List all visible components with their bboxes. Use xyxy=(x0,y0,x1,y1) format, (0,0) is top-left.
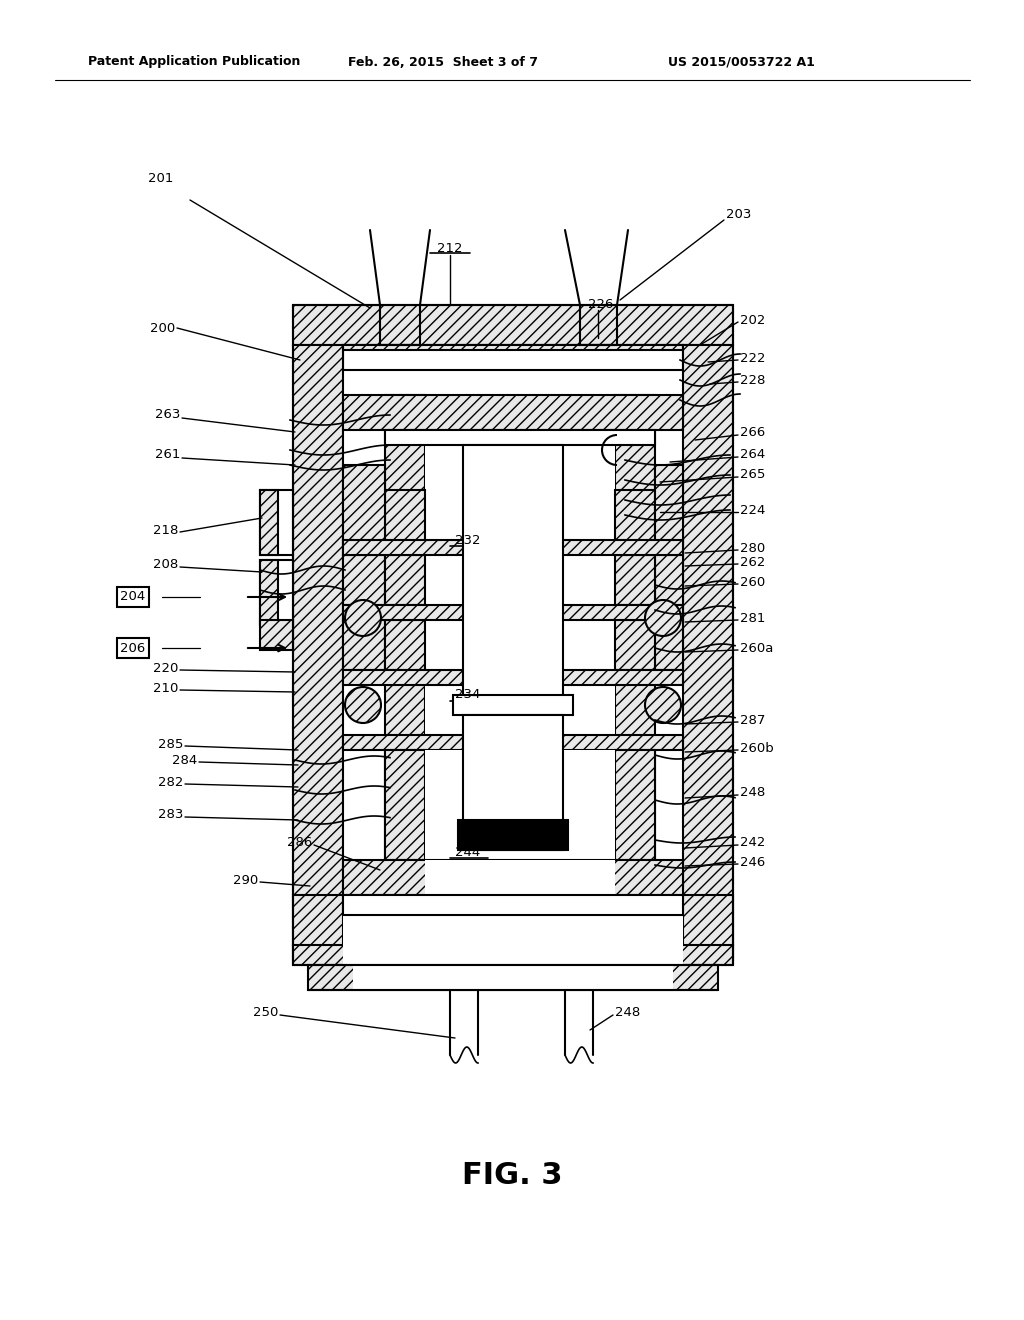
Text: 208: 208 xyxy=(153,558,178,572)
Bar xyxy=(683,895,733,960)
Text: 265: 265 xyxy=(740,469,765,482)
Bar xyxy=(425,395,615,861)
Text: US 2015/0053722 A1: US 2015/0053722 A1 xyxy=(668,55,815,69)
Bar xyxy=(463,715,563,850)
Text: 285: 285 xyxy=(158,738,183,751)
Bar xyxy=(385,554,425,605)
Text: 280: 280 xyxy=(740,541,765,554)
Bar xyxy=(385,620,425,671)
Text: 248: 248 xyxy=(740,787,765,800)
Bar xyxy=(385,490,425,545)
Bar xyxy=(260,620,293,649)
Bar xyxy=(343,605,683,620)
Text: 234: 234 xyxy=(456,689,480,701)
Bar xyxy=(343,671,683,685)
Text: 200: 200 xyxy=(150,322,175,334)
Bar xyxy=(615,554,655,605)
Text: 228: 228 xyxy=(740,374,765,387)
Bar xyxy=(260,560,278,624)
Text: 248: 248 xyxy=(615,1006,640,1019)
Text: 260b: 260b xyxy=(740,742,774,755)
Text: 250: 250 xyxy=(253,1006,278,1019)
Text: 218: 218 xyxy=(153,524,178,536)
Bar xyxy=(260,560,293,624)
Text: 283: 283 xyxy=(158,808,183,821)
Text: 210: 210 xyxy=(153,681,178,694)
Bar xyxy=(385,750,425,861)
Text: 232: 232 xyxy=(456,533,480,546)
Circle shape xyxy=(645,686,681,723)
Bar xyxy=(260,490,278,554)
Text: 263: 263 xyxy=(155,408,180,421)
Text: FIG. 3: FIG. 3 xyxy=(462,1160,562,1189)
Bar xyxy=(293,945,733,965)
Bar xyxy=(293,305,733,345)
Bar xyxy=(343,345,683,350)
Text: 262: 262 xyxy=(740,556,765,569)
Text: 246: 246 xyxy=(740,855,765,869)
Text: 281: 281 xyxy=(740,611,765,624)
Bar xyxy=(343,465,385,545)
Bar xyxy=(615,395,655,861)
Text: Feb. 26, 2015  Sheet 3 of 7: Feb. 26, 2015 Sheet 3 of 7 xyxy=(348,55,538,69)
Text: 226: 226 xyxy=(588,298,613,312)
Bar xyxy=(385,554,655,605)
Text: Patent Application Publication: Patent Application Publication xyxy=(88,55,300,69)
Bar xyxy=(425,861,615,895)
Text: 212: 212 xyxy=(437,242,463,255)
Text: 290: 290 xyxy=(232,874,258,887)
Text: 220: 220 xyxy=(153,661,178,675)
Bar xyxy=(425,750,615,861)
Text: 282: 282 xyxy=(158,776,183,788)
Bar xyxy=(343,895,683,915)
Text: 222: 222 xyxy=(740,351,766,364)
Bar xyxy=(343,540,683,554)
Bar xyxy=(293,895,343,960)
Text: 242: 242 xyxy=(740,837,765,850)
Bar xyxy=(343,895,683,965)
Circle shape xyxy=(345,686,381,723)
Bar xyxy=(343,861,683,895)
Bar xyxy=(385,395,425,861)
Bar xyxy=(655,465,683,545)
Text: 203: 203 xyxy=(726,209,752,222)
Bar xyxy=(615,490,655,545)
Bar xyxy=(463,445,563,700)
Text: 287: 287 xyxy=(740,714,765,726)
Text: 261: 261 xyxy=(155,449,180,462)
Bar xyxy=(343,345,683,370)
Text: 206: 206 xyxy=(121,642,145,655)
Text: 201: 201 xyxy=(148,172,173,185)
Text: 284: 284 xyxy=(172,754,197,767)
Bar xyxy=(308,965,718,990)
Bar xyxy=(343,395,683,430)
Bar xyxy=(353,965,673,990)
Text: 286: 286 xyxy=(287,836,312,849)
Text: 202: 202 xyxy=(740,314,765,326)
Bar xyxy=(615,620,655,671)
Text: 244: 244 xyxy=(456,846,480,858)
Bar xyxy=(615,750,655,861)
Bar xyxy=(655,554,683,605)
Circle shape xyxy=(645,601,681,636)
Bar xyxy=(343,620,385,671)
Text: 260: 260 xyxy=(740,576,765,589)
Bar xyxy=(293,345,343,945)
Text: 204: 204 xyxy=(121,590,145,603)
Text: 260a: 260a xyxy=(740,642,773,655)
Text: 266: 266 xyxy=(740,426,765,440)
Bar xyxy=(453,696,573,715)
Bar xyxy=(260,490,293,554)
Text: 264: 264 xyxy=(740,449,765,462)
Bar xyxy=(458,820,568,850)
Bar xyxy=(385,430,655,445)
Bar xyxy=(343,735,683,750)
Circle shape xyxy=(345,601,381,636)
Bar xyxy=(343,554,385,605)
Bar xyxy=(655,620,683,671)
Text: 224: 224 xyxy=(740,503,765,516)
Bar xyxy=(683,345,733,945)
